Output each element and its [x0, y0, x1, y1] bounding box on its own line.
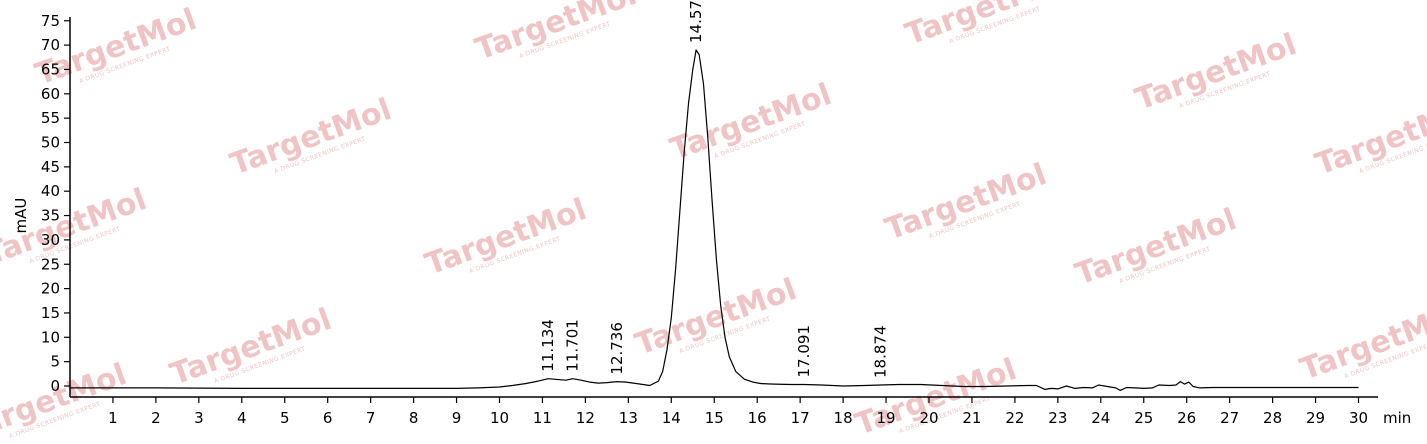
- peak-label: 18.874: [872, 326, 890, 379]
- y-tick-label: 0: [50, 377, 60, 395]
- watermark-brand: TargetMol: [471, 0, 641, 68]
- peak-label: 14.578: [687, 0, 705, 43]
- y-tick-label: 15: [41, 304, 60, 322]
- x-tick-label: 22: [1005, 409, 1024, 427]
- x-axis-label: min: [1383, 409, 1411, 427]
- x-tick-label: 7: [366, 409, 376, 427]
- x-tick-label: 13: [619, 409, 638, 427]
- y-axis-label: mAU: [12, 198, 30, 234]
- y-tick-label: 30: [41, 231, 60, 249]
- y-tick-label: 40: [41, 182, 60, 200]
- peak-label: 12.736: [608, 322, 626, 375]
- watermark-brand: TargetMol: [166, 302, 336, 393]
- x-tick-label: 1: [108, 409, 118, 427]
- x-tick-label: 29: [1306, 409, 1325, 427]
- x-tick-label: 15: [705, 409, 724, 427]
- watermark-brand: TargetMol: [881, 157, 1051, 248]
- y-tick-label: 55: [41, 109, 60, 127]
- x-tick-label: 21: [962, 409, 981, 427]
- y-tick-label: 60: [41, 85, 60, 103]
- y-tick-label: 45: [41, 158, 60, 176]
- y-tick-label: 65: [41, 60, 60, 78]
- x-tick-label: 9: [452, 409, 462, 427]
- trace-layer: [70, 49, 1359, 391]
- y-tick-label: 70: [41, 36, 60, 54]
- watermark-brand: TargetMol: [226, 92, 396, 183]
- y-tick-label: 35: [41, 207, 60, 225]
- y-tick-label: 50: [41, 134, 60, 152]
- watermark-brand: TargetMol: [421, 192, 591, 283]
- x-tick-label: 8: [409, 409, 419, 427]
- x-tick-label: 28: [1263, 409, 1282, 427]
- y-tick-label: 25: [41, 255, 60, 273]
- peak-label: 17.091: [795, 325, 813, 378]
- x-tick-label: 18: [834, 409, 853, 427]
- x-tick-label: 11: [533, 409, 552, 427]
- y-tick-label: 10: [41, 328, 60, 346]
- x-tick-label: 24: [1091, 409, 1110, 427]
- x-tick-label: 12: [576, 409, 595, 427]
- x-tick-label: 10: [490, 409, 509, 427]
- y-tick-label: 20: [41, 280, 60, 298]
- chromatogram-trace: [70, 49, 1359, 391]
- x-tick-label: 4: [237, 409, 247, 427]
- x-tick-label: 26: [1177, 409, 1196, 427]
- watermark-brand: TargetMol: [631, 272, 801, 363]
- peak-label: 11.134: [539, 319, 557, 372]
- y-tick-label: 5: [50, 353, 60, 371]
- x-tick-label: 17: [791, 409, 810, 427]
- x-tick-label: 6: [323, 409, 333, 427]
- peak-annotations: 11.134 11.701 12.736 14.578 17.091 18.874: [539, 0, 889, 378]
- x-tick-label: 25: [1134, 409, 1153, 427]
- y-tick-label: 75: [41, 12, 60, 30]
- x-tick-label: 23: [1048, 409, 1067, 427]
- x-tick-label: 16: [748, 409, 767, 427]
- x-tick-label: 5: [280, 409, 290, 427]
- x-tick-label: 2: [151, 409, 161, 427]
- x-tick-label: 3: [194, 409, 204, 427]
- watermark-brand: TargetMol: [666, 77, 836, 168]
- watermark-brand: TargetMol: [1131, 27, 1301, 118]
- x-tick-label: 19: [877, 409, 896, 427]
- peak-label: 11.701: [564, 319, 582, 372]
- watermark-brand: TargetMol: [1071, 202, 1241, 293]
- x-tick-label: 20: [919, 409, 938, 427]
- x-tick-label: 27: [1220, 409, 1239, 427]
- x-tick-label: 30: [1349, 409, 1368, 427]
- x-tick-label: 14: [662, 409, 681, 427]
